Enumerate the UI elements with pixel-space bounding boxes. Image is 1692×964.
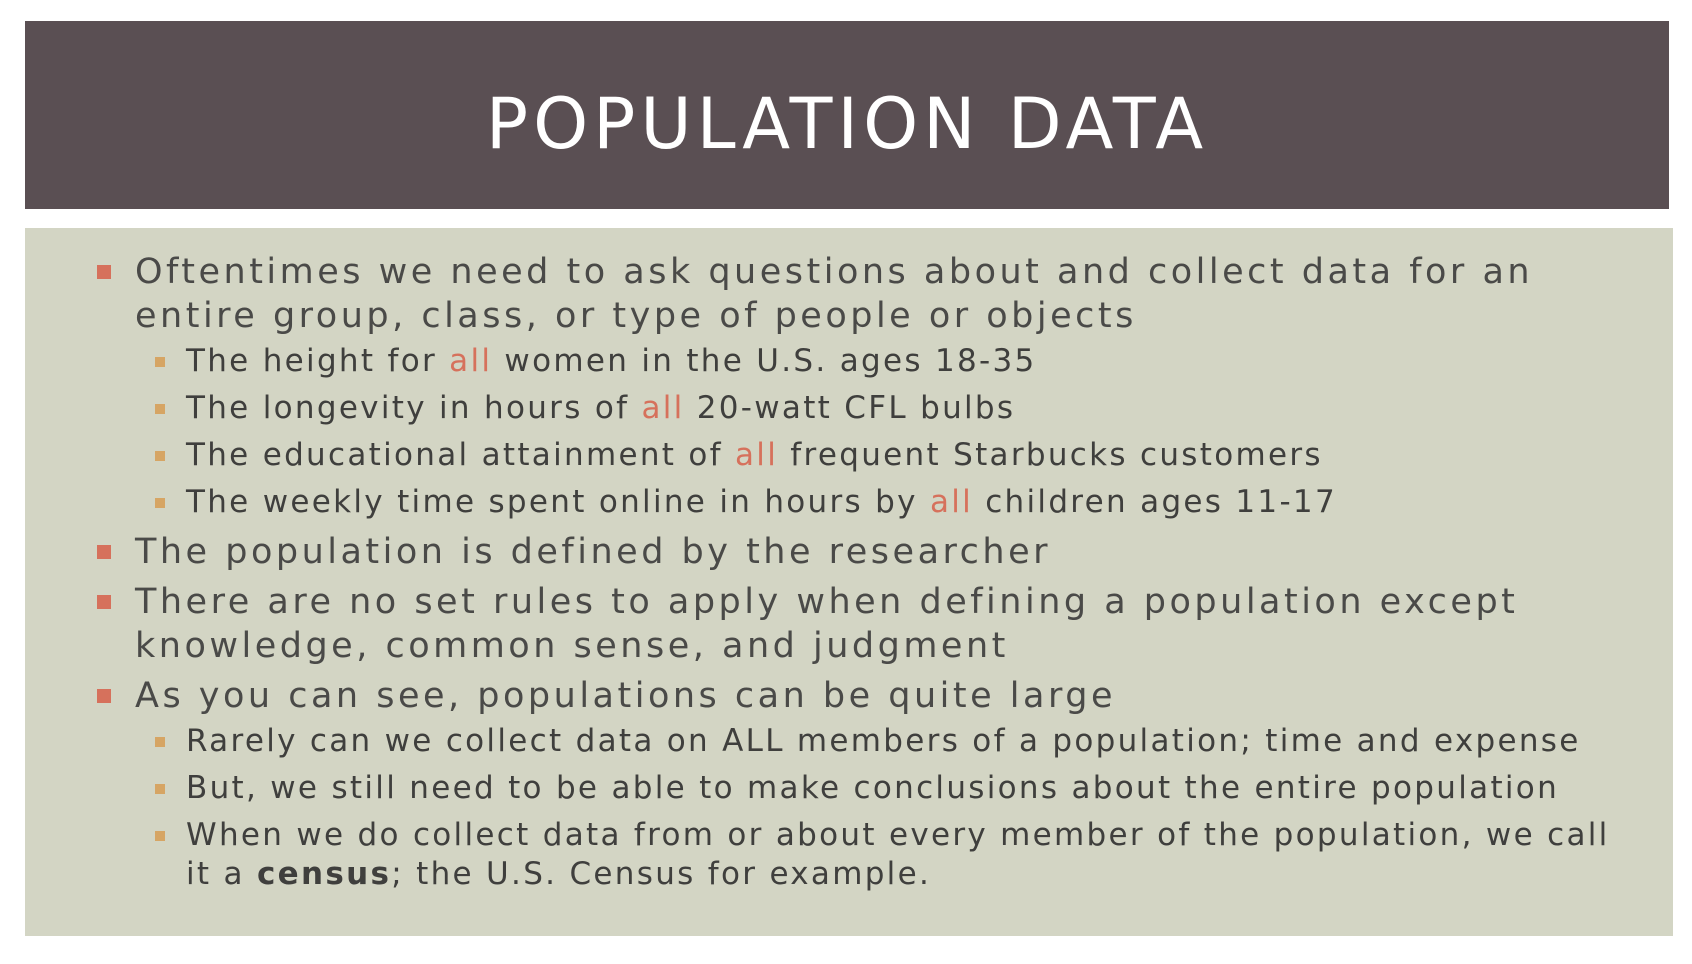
bullet-text: There are no set rules to apply when def… (135, 582, 1519, 666)
sub-bullet-text-start: The longevity in hours of (186, 390, 642, 426)
highlight-word: all (929, 484, 974, 520)
sub-bullet-list: Rarely can we collect data on ALL member… (135, 722, 1633, 894)
sub-bullet-item: But, we still need to be able to make co… (135, 769, 1633, 808)
census-term: census (256, 856, 392, 892)
slide-title: POPULATION DATA (485, 83, 1209, 165)
bullet-item: Oftentimes we need to ask questions abou… (25, 250, 1673, 522)
square-bullet-icon (97, 265, 111, 279)
square-bullet-icon (97, 545, 111, 559)
content-area: Oftentimes we need to ask questions abou… (25, 228, 1673, 936)
bullet-text: As you can see, populations can be quite… (135, 676, 1116, 716)
square-bullet-icon (97, 689, 111, 703)
square-bullet-icon (155, 498, 165, 508)
sub-bullet-text-end: frequent Starbucks customers (778, 437, 1323, 473)
sub-bullet-item: The educational attainment of all freque… (135, 436, 1633, 475)
sub-bullet-item: When we do collect data from or about ev… (135, 816, 1633, 894)
square-bullet-icon (97, 595, 111, 609)
sub-bullet-text-end: 20-watt CFL bulbs (684, 390, 1016, 426)
sub-bullet-text-start: When we do collect data from or about ev… (186, 817, 1610, 892)
square-bullet-icon (155, 784, 165, 794)
sub-bullet-text-start: The height for (186, 343, 450, 379)
bullet-list: Oftentimes we need to ask questions abou… (25, 250, 1673, 902)
highlight-word: all (735, 437, 779, 473)
sub-bullet-item: The height for all women in the U.S. age… (135, 342, 1633, 381)
square-bullet-icon (155, 404, 165, 414)
square-bullet-icon (155, 357, 165, 367)
square-bullet-icon (155, 451, 165, 461)
sub-bullet-text-end: children ages 11-17 (973, 484, 1337, 520)
title-bar: POPULATION DATA (25, 21, 1669, 209)
sub-bullet-text: But, we still need to be able to make co… (186, 770, 1560, 806)
sub-bullet-text-start: The educational attainment of (186, 437, 736, 473)
sub-bullet-list: The height for all women in the U.S. age… (135, 342, 1633, 522)
sub-bullet-item: Rarely can we collect data on ALL member… (135, 722, 1633, 761)
bullet-text: The population is defined by the researc… (135, 532, 1051, 572)
sub-bullet-text-end: ; the U.S. Census for example. (391, 856, 932, 892)
sub-bullet-item: The weekly time spent online in hours by… (135, 483, 1633, 522)
square-bullet-icon (155, 737, 165, 747)
sub-bullet-text: Rarely can we collect data on ALL member… (186, 723, 1581, 759)
highlight-word: all (449, 343, 493, 379)
sub-bullet-text-start: The weekly time spent online in hours by (186, 484, 930, 520)
square-bullet-icon (155, 831, 165, 841)
bullet-item: As you can see, populations can be quite… (25, 674, 1673, 894)
sub-bullet-item: The longevity in hours of all 20-watt CF… (135, 389, 1633, 428)
bullet-item: There are no set rules to apply when def… (25, 580, 1673, 668)
sub-bullet-text-end: women in the U.S. ages 18-35 (492, 343, 1037, 379)
highlight-word: all (641, 390, 685, 426)
bullet-item: The population is defined by the researc… (25, 530, 1673, 574)
bullet-text: Oftentimes we need to ask questions abou… (135, 252, 1534, 336)
